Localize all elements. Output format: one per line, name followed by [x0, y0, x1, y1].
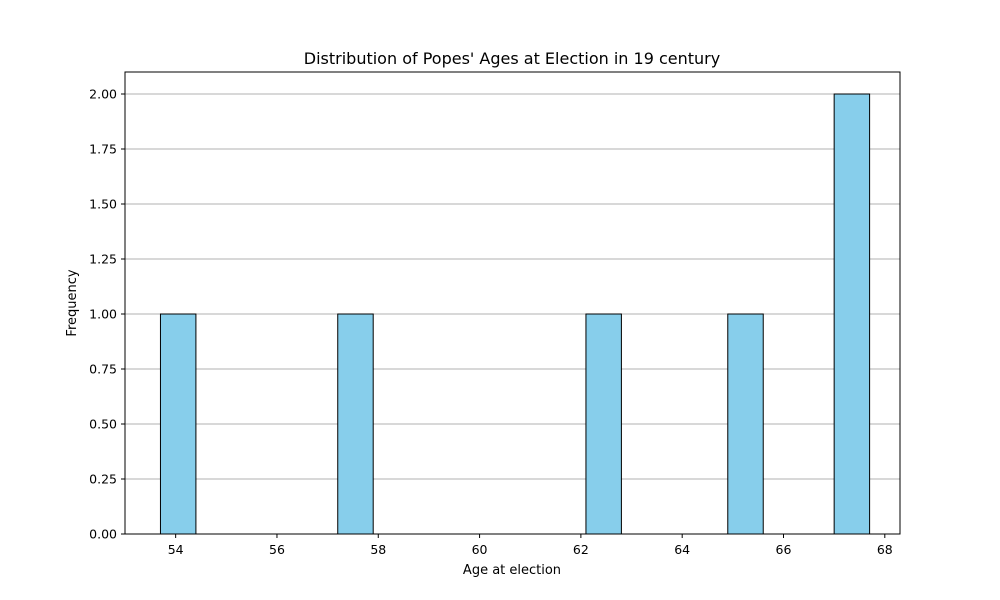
plot-frame	[124, 71, 901, 535]
y-tick-label: 0.25	[89, 472, 117, 487]
y-axis-ticks: 0.00 0.25 0.50 0.75 1.00 1.25 1.50 1.75 2.00	[89, 87, 125, 542]
grid-lines	[125, 93, 900, 535]
x-tick-label: 54	[168, 542, 184, 557]
x-tick-label: 58	[370, 542, 386, 557]
x-tick-label: 66	[776, 542, 792, 557]
y-tick-label: 2.00	[89, 87, 117, 102]
histogram-bar	[337, 313, 374, 535]
y-tick-label: 1.00	[89, 307, 117, 322]
histogram-bars	[159, 93, 871, 535]
y-tick-label: 1.25	[89, 252, 117, 267]
histogram-bar	[585, 313, 622, 535]
x-tick-label: 56	[269, 542, 285, 557]
histogram-bar	[159, 313, 197, 535]
y-tick-label: 0.50	[89, 417, 117, 432]
y-tick-label: 1.50	[89, 197, 117, 212]
y-axis-label: Frequency	[65, 269, 80, 336]
x-axis-ticks: 54 56 58 60 62 64 66 68	[168, 534, 893, 557]
y-tick-label: 1.75	[89, 142, 117, 157]
histogram-bar	[727, 313, 764, 535]
chart-title: Distribution of Popes' Ages at Election …	[304, 49, 720, 68]
y-tick-label: 0.75	[89, 362, 117, 377]
y-tick-label: 0.00	[89, 527, 117, 542]
x-axis-label: Age at election	[463, 563, 561, 578]
x-tick-label: 62	[573, 542, 589, 557]
x-tick-label: 68	[877, 542, 893, 557]
histogram-bar	[833, 93, 871, 535]
x-tick-label: 64	[674, 542, 690, 557]
x-tick-label: 60	[472, 542, 488, 557]
